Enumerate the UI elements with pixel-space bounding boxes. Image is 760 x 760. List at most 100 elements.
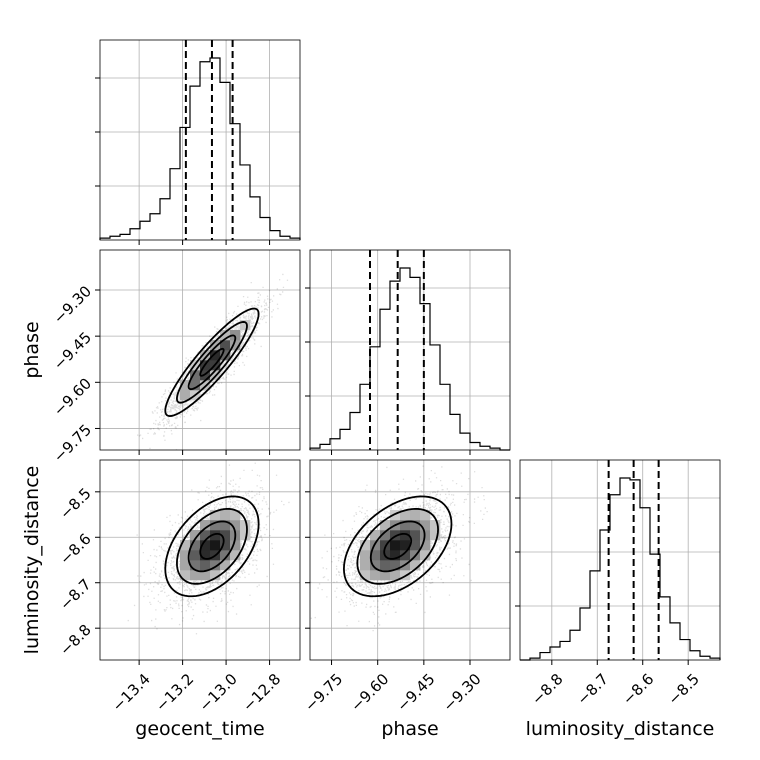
- density-cell: [210, 510, 221, 521]
- density-cell: [200, 520, 211, 531]
- density-cell: [210, 570, 221, 581]
- x-axis-label-geocent_time: geocent_time: [135, 718, 264, 740]
- density-cell: [380, 570, 391, 581]
- density-panel-luminosity_distance-vs-phase: [309, 459, 511, 661]
- density-panel-phase-vs-geocent_time: [99, 249, 301, 451]
- density-cell: [220, 510, 231, 521]
- contour-line: [164, 307, 260, 417]
- x-tick-label: −8.8: [528, 670, 566, 708]
- density-cell: [210, 370, 221, 381]
- density-cell: [190, 370, 201, 381]
- density-cell: [200, 560, 211, 571]
- density-cell: [410, 510, 421, 521]
- x-axis-label-luminosity_distance: luminosity_distance: [526, 718, 715, 740]
- density-cell: [190, 550, 201, 561]
- density-cell: [180, 570, 191, 581]
- density-cell: [210, 520, 221, 531]
- y-axis-label-phase: phase: [21, 321, 43, 378]
- density-cell: [360, 550, 371, 561]
- density-cell: [220, 540, 231, 551]
- density-cell: [430, 520, 441, 531]
- x-tick-label: −8.7: [574, 670, 612, 708]
- density-cell: [400, 520, 411, 531]
- density-cell: [220, 340, 231, 351]
- density-cell: [410, 520, 421, 531]
- density-cell: [380, 540, 391, 551]
- x-tick-label: −13.0: [196, 670, 241, 715]
- density-cell: [360, 570, 371, 581]
- density-cell: [190, 380, 201, 391]
- histogram-frame-luminosity_distance: [519, 459, 721, 661]
- x-tick-label: −9.30: [440, 670, 485, 715]
- density-cell: [400, 510, 411, 521]
- density-cell: [390, 570, 401, 581]
- density-cell: [390, 530, 401, 541]
- contour-line: [199, 347, 225, 377]
- density-content: [137, 250, 298, 450]
- histogram-outline-luminosity_distance: [520, 477, 721, 661]
- density-cell: [220, 560, 231, 571]
- density-cell: [370, 560, 381, 571]
- density-cell: [220, 350, 231, 361]
- density-content: [127, 462, 290, 635]
- y-tick-label: −9.75: [50, 421, 95, 466]
- density-cell: [180, 550, 191, 561]
- density-cell: [180, 390, 191, 401]
- density-cell: [400, 550, 411, 561]
- x-tick-label: −8.6: [619, 670, 657, 708]
- density-cell: [210, 340, 221, 351]
- x-tick-label: −9.45: [393, 670, 438, 715]
- contour-line: [187, 520, 237, 573]
- histogram-outline-phase: [309, 267, 510, 451]
- y-axis-label-luminosity_distance: luminosity_distance: [21, 466, 43, 655]
- density-cell: [200, 380, 211, 391]
- contour-line: [187, 334, 237, 391]
- y-tick-label: −9.45: [50, 328, 95, 373]
- density-cell: [370, 550, 381, 561]
- density-cell: [230, 340, 241, 351]
- density-cell: [220, 330, 231, 341]
- density-cell: [240, 520, 251, 531]
- density-content: [310, 465, 488, 632]
- density-cell: [210, 540, 221, 551]
- y-tick-label: −8.8: [56, 621, 94, 659]
- density-cell: [190, 570, 201, 581]
- density-cell: [220, 520, 231, 531]
- contour-line: [176, 321, 248, 404]
- contour-line: [199, 532, 225, 560]
- density-cell: [200, 530, 211, 541]
- histogram-geocent_time: [95, 39, 301, 241]
- density-cell: [200, 350, 211, 361]
- density-cell: [430, 530, 441, 541]
- density-cell: [420, 550, 431, 561]
- density-cell: [210, 350, 221, 361]
- density-cell: [380, 560, 391, 571]
- histogram-outline-geocent_time: [99, 57, 301, 240]
- density-cell: [220, 530, 231, 541]
- histogram-panel-phase: [310, 250, 510, 450]
- density-cell: [210, 560, 221, 571]
- density-cell: [420, 520, 431, 531]
- density-cell: [380, 530, 391, 541]
- x-tick-label: −13.2: [152, 670, 197, 715]
- density-cell: [210, 530, 221, 541]
- density-cell: [360, 540, 371, 551]
- density-cell: [190, 530, 201, 541]
- contour-line: [176, 507, 248, 585]
- density-cell: [410, 560, 421, 571]
- histogram-frame-phase: [309, 249, 511, 451]
- density-cell: [230, 510, 241, 521]
- density-frame: [99, 249, 301, 451]
- contour-line: [343, 495, 453, 598]
- x-tick-label: −12.8: [239, 670, 284, 715]
- density-cell: [370, 570, 381, 581]
- x-axis-label-phase: phase: [381, 718, 438, 740]
- density-cell: [180, 560, 191, 571]
- contour-line: [369, 520, 426, 573]
- contour-line: [356, 507, 439, 585]
- density-cell: [390, 510, 401, 521]
- y-tick-label: −8.6: [56, 530, 94, 568]
- contour-line: [383, 532, 413, 560]
- density-cell: [410, 540, 421, 551]
